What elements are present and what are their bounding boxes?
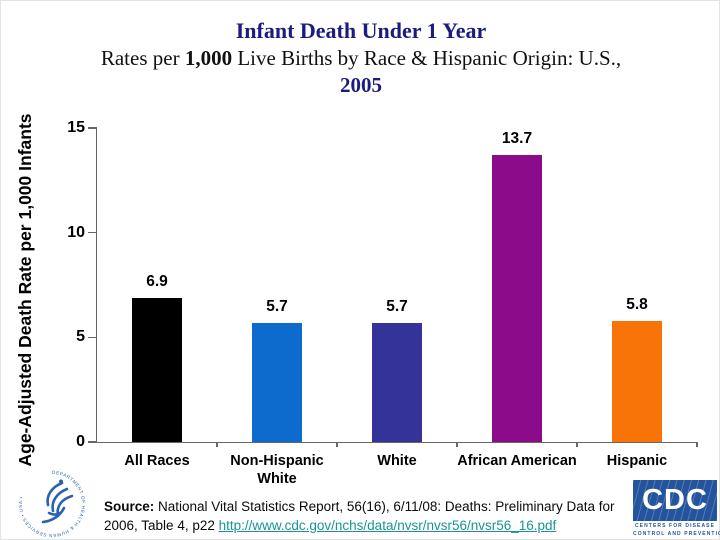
bar-hispanic <box>612 320 662 442</box>
bar-group-hispanic: 5.8 Hispanic <box>577 128 697 469</box>
chart-subtitle: Rates per 1,000 Live Births by Race & Hi… <box>1 45 720 72</box>
subtitle-bold-number: 1,000 <box>184 46 233 70</box>
chart-title: Infant Death Under 1 Year <box>235 18 487 43</box>
category-label-hispanic: Hispanic <box>606 453 668 469</box>
x-tick-mark <box>696 442 698 447</box>
chart-title-block: Infant Death Under 1 Year Rates per 1,00… <box>1 17 720 99</box>
y-tick-mark <box>88 127 97 129</box>
plot-area: 0 5 10 15 6.9 All Races 5.7 Non-Hispanic White 5… <box>67 119 698 487</box>
x-tick-mark <box>456 442 458 447</box>
bar-value-label-african-american: 13.7 <box>501 130 533 148</box>
bar-value-label-white: 5.7 <box>386 297 408 315</box>
cdc-sub-line1: CENTERS FOR DISEASE <box>634 523 716 529</box>
x-tick-mark <box>216 442 218 447</box>
category-label-african-american: African American <box>457 453 577 469</box>
y-tick-mark <box>88 336 97 339</box>
y-tick-label: 10 <box>67 223 85 241</box>
cdc-sub-line2: CONTROL AND PREVENTION <box>633 531 720 537</box>
hhs-logo-icon: DEPARTMENT OF HEALTH & HUMAN SERVICES • … <box>18 470 85 538</box>
bar-group-white: 5.7 White <box>337 128 457 469</box>
cdc-logo: CDC CENTERS FOR DISEASE CONTROL AND PREV… <box>633 480 720 537</box>
bar-group-non-hispanic-white: 5.7 Non-Hispanic White <box>217 128 337 487</box>
subtitle-prefix: Rates per <box>100 46 185 70</box>
y-tick-mark <box>88 441 97 443</box>
category-label-white: White <box>377 453 417 469</box>
bar-group-all-races: 6.9 All Races <box>97 128 217 469</box>
source-link[interactable]: http://www.cdc.gov/nchs/data/nvsr/nvsr56… <box>218 518 557 533</box>
y-tick-label: 15 <box>67 119 85 136</box>
x-tick-mark <box>336 442 338 447</box>
source-note: Source: National Vital Statistics Report… <box>104 497 638 535</box>
bar-all-races <box>132 297 182 442</box>
bar-non-hispanic-white <box>252 322 302 442</box>
source-label: Source: <box>104 499 155 514</box>
cdc-logo-icon: CDC <box>633 480 717 521</box>
subtitle-suffix: Live Births by Race & Hispanic Origin: U… <box>232 46 622 70</box>
bar-white <box>372 322 422 442</box>
bar-value-label-hispanic: 5.8 <box>626 295 648 313</box>
source-text: National Vital Statistics Report, 56(16)… <box>104 499 615 533</box>
bar-value-label-all-races: 6.9 <box>146 272 168 290</box>
bar-group-african-american: 13.7 African American <box>457 128 577 469</box>
y-tick-mark <box>88 231 97 234</box>
y-tick-label: 5 <box>76 328 85 346</box>
category-label-non-hispanic-white: Non-Hispanic White <box>230 453 324 487</box>
chart-year: 2005 <box>340 73 382 97</box>
category-label-all-races: All Races <box>124 453 190 469</box>
y-tick-label: 0 <box>76 433 85 450</box>
cdc-letters: CDC <box>642 484 708 516</box>
bar-african-american <box>492 155 542 442</box>
x-tick-mark <box>576 442 578 447</box>
bar-value-label-non-hispanic-white: 5.7 <box>266 297 288 315</box>
